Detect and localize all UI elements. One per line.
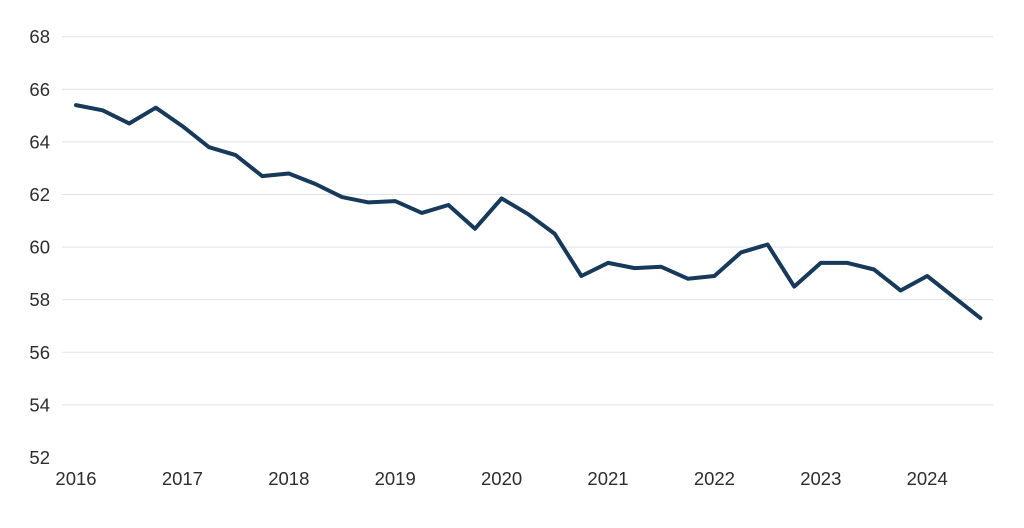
x-axis-tick-label: 2024 [907,468,948,489]
y-axis-tick-label: 60 [29,237,50,258]
y-axis-tick-label: 62 [29,184,50,205]
x-axis-tick-label: 2019 [375,468,416,489]
x-axis-tick-label: 2017 [162,468,203,489]
y-axis-tick-label: 54 [29,394,50,415]
y-axis-tick-label: 52 [29,447,50,468]
y-axis-tick-label: 66 [29,79,50,100]
x-axis-tick-label: 2021 [587,468,628,489]
y-axis-tick-label: 68 [29,26,50,47]
x-axis-tick-label: 2023 [800,468,841,489]
x-axis-tick-label: 2020 [481,468,522,489]
data-series-line [74,103,983,321]
x-axis-tick-label: 2016 [55,468,96,489]
y-axis-tick-label: 58 [29,289,50,310]
x-axis-tick-label: 2018 [268,468,309,489]
y-axis-tick-label: 56 [29,342,50,363]
x-axis-tick-label: 2022 [694,468,735,489]
y-axis-tick-label: 64 [29,131,50,152]
